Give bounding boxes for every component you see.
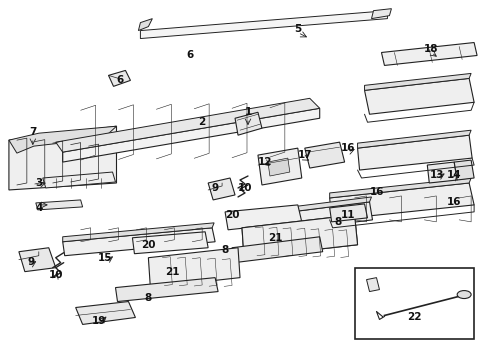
Text: 12: 12 [258,157,272,167]
Polygon shape [19,248,56,272]
Polygon shape [358,130,471,148]
Text: 8: 8 [221,245,229,255]
Polygon shape [116,278,218,302]
Polygon shape [132,232,208,254]
Polygon shape [56,98,319,152]
Ellipse shape [457,291,471,298]
Polygon shape [63,108,319,162]
Text: 11: 11 [341,210,355,220]
Text: 6: 6 [187,50,194,60]
Polygon shape [63,228,215,256]
Polygon shape [148,248,240,288]
Text: 21: 21 [268,233,282,243]
Text: 16: 16 [370,187,385,197]
Polygon shape [305,142,344,168]
Polygon shape [242,215,358,258]
Text: 2: 2 [198,117,206,127]
Polygon shape [258,148,302,185]
Polygon shape [235,112,262,135]
Text: 20: 20 [225,210,239,220]
Polygon shape [268,158,290,176]
Polygon shape [365,78,474,114]
Polygon shape [75,302,135,324]
Text: 4: 4 [35,203,43,213]
Text: 22: 22 [407,312,421,323]
Polygon shape [138,19,152,31]
Polygon shape [330,178,471,198]
Text: 1: 1 [245,107,251,117]
Text: 8: 8 [334,217,341,227]
Polygon shape [232,237,323,263]
Polygon shape [268,197,371,215]
Text: 17: 17 [297,150,312,160]
Text: 10: 10 [238,183,252,193]
Polygon shape [141,11,388,39]
Text: 20: 20 [141,240,156,250]
Polygon shape [36,200,83,210]
Text: 9: 9 [212,183,219,193]
Text: 13: 13 [430,170,444,180]
Polygon shape [330,183,474,220]
Text: 18: 18 [424,44,439,54]
Polygon shape [358,135,472,170]
Polygon shape [9,126,117,190]
Text: 19: 19 [91,316,106,327]
Polygon shape [382,42,477,66]
Text: 16: 16 [341,143,355,153]
Text: 7: 7 [29,127,37,137]
Text: 15: 15 [98,253,113,263]
Polygon shape [371,9,392,19]
Text: 5: 5 [294,24,301,33]
Text: 8: 8 [145,293,152,302]
Polygon shape [454,160,474,180]
Polygon shape [367,278,379,292]
Text: 6: 6 [117,75,124,85]
Polygon shape [365,73,471,90]
Bar [355,268,474,339]
Polygon shape [268,202,372,233]
Polygon shape [242,215,358,258]
Polygon shape [108,71,130,86]
Text: 3: 3 [35,178,43,188]
Polygon shape [208,178,235,200]
Text: 21: 21 [165,267,179,276]
Text: 9: 9 [27,257,34,267]
Polygon shape [427,162,457,183]
Polygon shape [330,204,368,222]
Polygon shape [63,223,214,242]
Polygon shape [225,205,302,230]
Polygon shape [43,172,116,188]
Text: 14: 14 [447,170,462,180]
Text: 16: 16 [447,197,462,207]
Polygon shape [9,126,117,153]
Text: 10: 10 [49,270,63,280]
